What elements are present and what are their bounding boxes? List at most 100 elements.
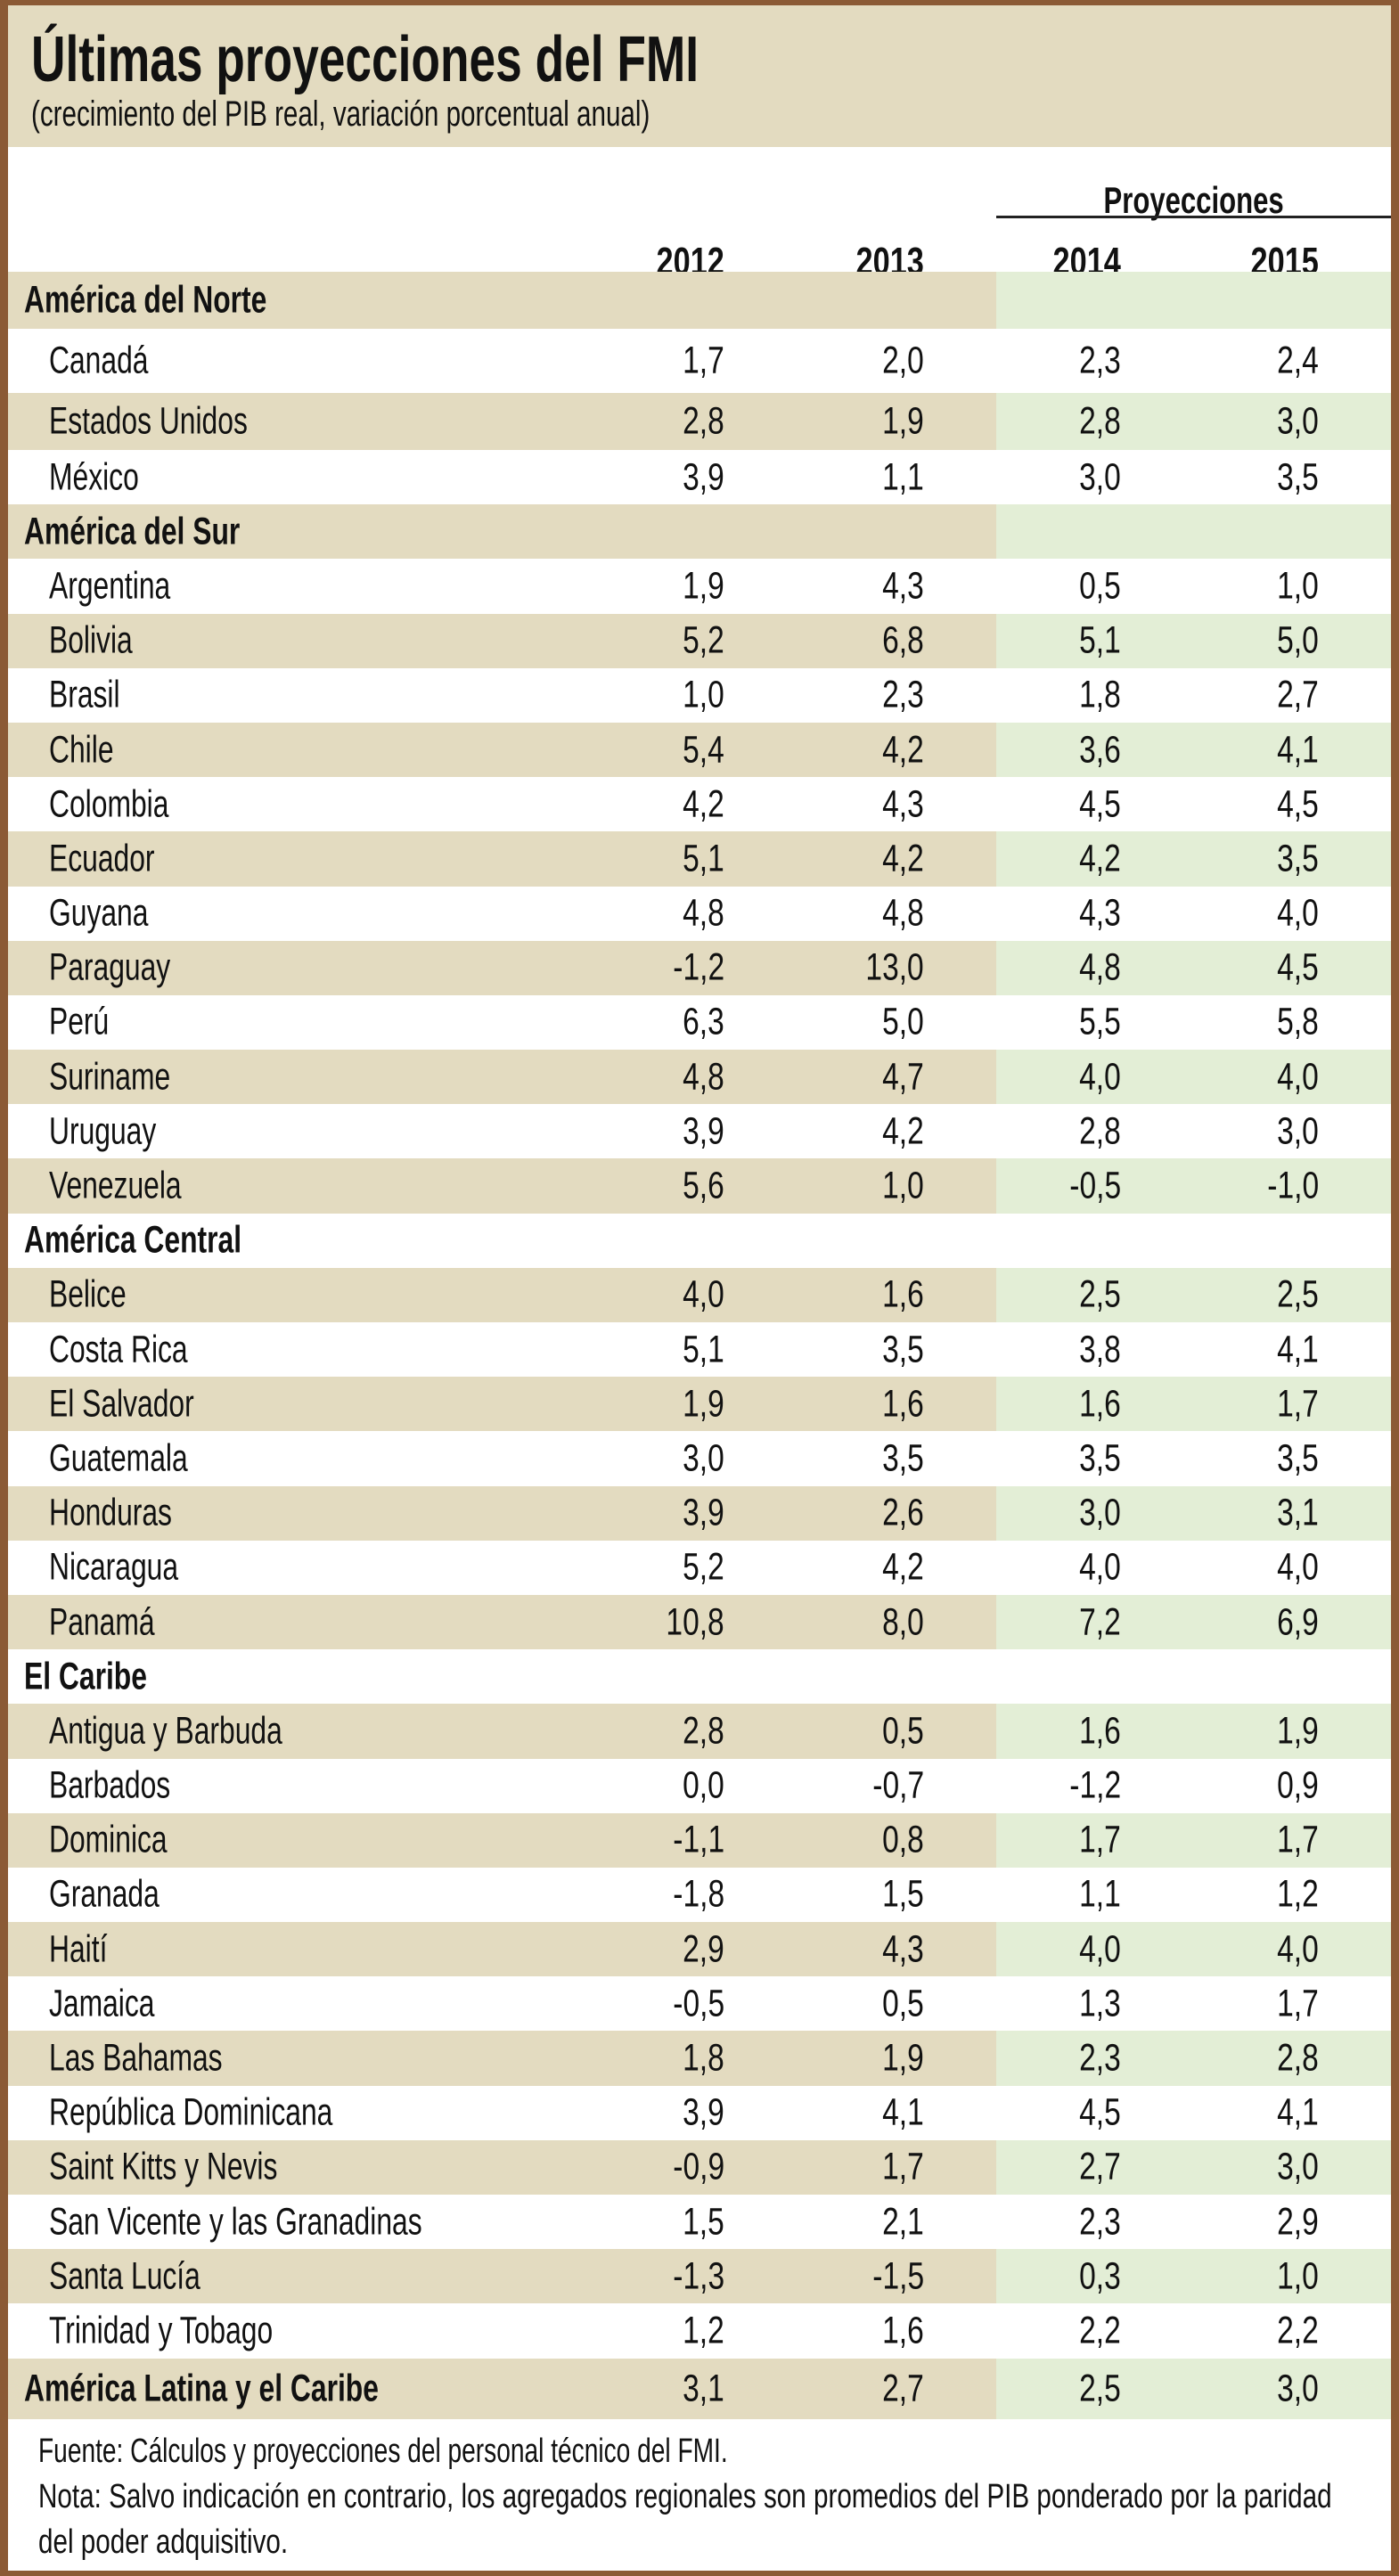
value-text: -1,5	[872, 2254, 924, 2298]
row-label-text: México	[49, 455, 139, 499]
value-text: 5,5	[1079, 1000, 1121, 1043]
row-bg-left	[8, 1594, 996, 1650]
table-row: Barbados 0,0 -0,7 -1,2 0,9	[8, 1759, 1391, 1813]
row-label-text: Nicaragua	[49, 1545, 179, 1589]
table-row: Las Bahamas 1,8 1,9 2,3 2,8	[8, 2031, 1391, 2086]
row-label-text: Belice	[49, 1272, 127, 1316]
value-text: 2,3	[1079, 2200, 1121, 2244]
value-text: 2,3	[1079, 2036, 1121, 2080]
value-cell: 4,2	[546, 782, 724, 826]
value-text: 2,8	[683, 1709, 724, 1753]
value-cell: 4,3	[746, 782, 924, 826]
value-text: 4,2	[683, 782, 724, 826]
value-cell: 1,2	[1141, 1873, 1319, 1917]
value-cell: 5,5	[943, 1001, 1121, 1044]
value-cell: 2,5	[943, 2367, 1121, 2410]
row-label-text: San Vicente y las Granadinas	[49, 2200, 422, 2244]
value-text: 3,0	[1277, 399, 1319, 443]
value-cell: 4,3	[746, 564, 924, 608]
value-cell: 3,1	[1141, 1492, 1319, 1535]
value-cell: 0,9	[1141, 1764, 1319, 1808]
row-label: Colombia	[49, 782, 211, 826]
row-label: Las Bahamas	[49, 2037, 283, 2081]
section-label: América Central	[24, 1219, 318, 1263]
value-cell: 4,2	[943, 837, 1121, 880]
value-cell: 1,0	[746, 1165, 924, 1208]
value-cell: 5,8	[1141, 1001, 1319, 1044]
table-row: Jamaica -0,5 0,5 1,3 1,7	[8, 1976, 1391, 2031]
section-text: América Central	[24, 1218, 242, 1262]
value-cell: 1,7	[943, 1819, 1121, 1862]
table-row: Perú 6,3 5,0 5,5 5,8	[8, 995, 1391, 1050]
row-bg-left	[8, 2031, 996, 2086]
value-cell: 3,0	[1141, 400, 1319, 444]
footnotes: Fuente: Cálculos y proyecciones del pers…	[38, 2429, 1375, 2565]
row-label: Panamá	[49, 1600, 192, 1644]
value-cell: 1,8	[546, 2037, 724, 2081]
value-text: 1,0	[1277, 2254, 1319, 2298]
value-text: 4,1	[1277, 728, 1319, 772]
value-cell: 5,1	[546, 1328, 724, 1371]
value-cell: -1,2	[546, 946, 724, 990]
source-text: Fuente: Cálculos y proyecciones del pers…	[38, 2433, 728, 2470]
value-cell: 2,8	[546, 400, 724, 444]
value-text: 4,2	[882, 1545, 924, 1589]
row-label-text: Canadá	[49, 339, 149, 382]
value-cell: 2,1	[746, 2200, 924, 2244]
value-text: 5,6	[683, 1164, 724, 1207]
row-bg-right	[996, 1377, 1391, 1432]
value-text: -1,1	[673, 1818, 724, 1861]
row-bg-right	[996, 613, 1391, 668]
value-text: 4,7	[882, 1055, 924, 1099]
value-cell: 4,5	[943, 2091, 1121, 2135]
row-label: Guatemala	[49, 1436, 236, 1480]
value-cell: 4,0	[546, 1273, 724, 1317]
value-text: 2,8	[683, 399, 724, 443]
value-text: 1,7	[1277, 1982, 1319, 2025]
value-cell: 1,2	[546, 2309, 724, 2352]
value-text: 1,1	[1079, 1872, 1121, 1916]
section-label: América del Sur	[24, 510, 315, 553]
value-text: 0,5	[882, 1982, 924, 2025]
row-label: Santa Lucía	[49, 2254, 254, 2298]
value-text: -1,3	[673, 2254, 724, 2298]
row-label: Canadá	[49, 339, 184, 383]
table-row: Chile 5,4 4,2 3,6 4,1	[8, 722, 1391, 778]
row-bg-left	[8, 940, 996, 995]
value-cell: 5,0	[746, 1001, 924, 1044]
value-cell: 2,7	[943, 2146, 1121, 2189]
row-label: Dominica	[49, 1819, 209, 1862]
value-cell: 5,6	[546, 1165, 724, 1208]
row-label: Jamaica	[49, 1982, 192, 2025]
value-text: 3,1	[683, 2367, 724, 2410]
value-text: 4,1	[1277, 2090, 1319, 2134]
value-cell: 0,5	[943, 564, 1121, 608]
row-label: Uruguay	[49, 1109, 194, 1153]
value-cell: 3,5	[1141, 455, 1319, 499]
value-cell: 4,2	[746, 1546, 924, 1590]
value-text: 6,9	[1277, 1600, 1319, 1644]
value-text: 4,2	[882, 837, 924, 880]
column-header: Proyecciones 2012 2013 2014 2015	[8, 147, 1391, 283]
value-text: 1,1	[882, 455, 924, 499]
value-text: 1,2	[1277, 1872, 1319, 1916]
value-text: 0,3	[1079, 2254, 1121, 2298]
value-text: 4,0	[1079, 1055, 1121, 1099]
value-text: 0,0	[683, 1763, 724, 1807]
value-cell: 0,5	[746, 1709, 924, 1753]
value-cell: 4,5	[1141, 946, 1319, 990]
value-text: -0,7	[872, 1763, 924, 1807]
value-cell: 1,7	[746, 2146, 924, 2189]
row-label-text: Granada	[49, 1872, 160, 1916]
value-text: 2,6	[882, 1491, 924, 1534]
value-cell: 4,2	[746, 837, 924, 880]
row-label-text: Saint Kitts y Nevis	[49, 2145, 278, 2188]
value-cell: 1,9	[546, 1382, 724, 1426]
value-text: 3,9	[683, 455, 724, 499]
value-text: 4,3	[1079, 891, 1121, 935]
row-bg-right	[996, 1594, 1391, 1650]
value-text: 2,8	[1079, 399, 1121, 443]
value-cell: 2,3	[943, 2200, 1121, 2244]
value-cell: 3,9	[546, 2091, 724, 2135]
row-label: Antigua y Barbuda	[49, 1709, 364, 1753]
